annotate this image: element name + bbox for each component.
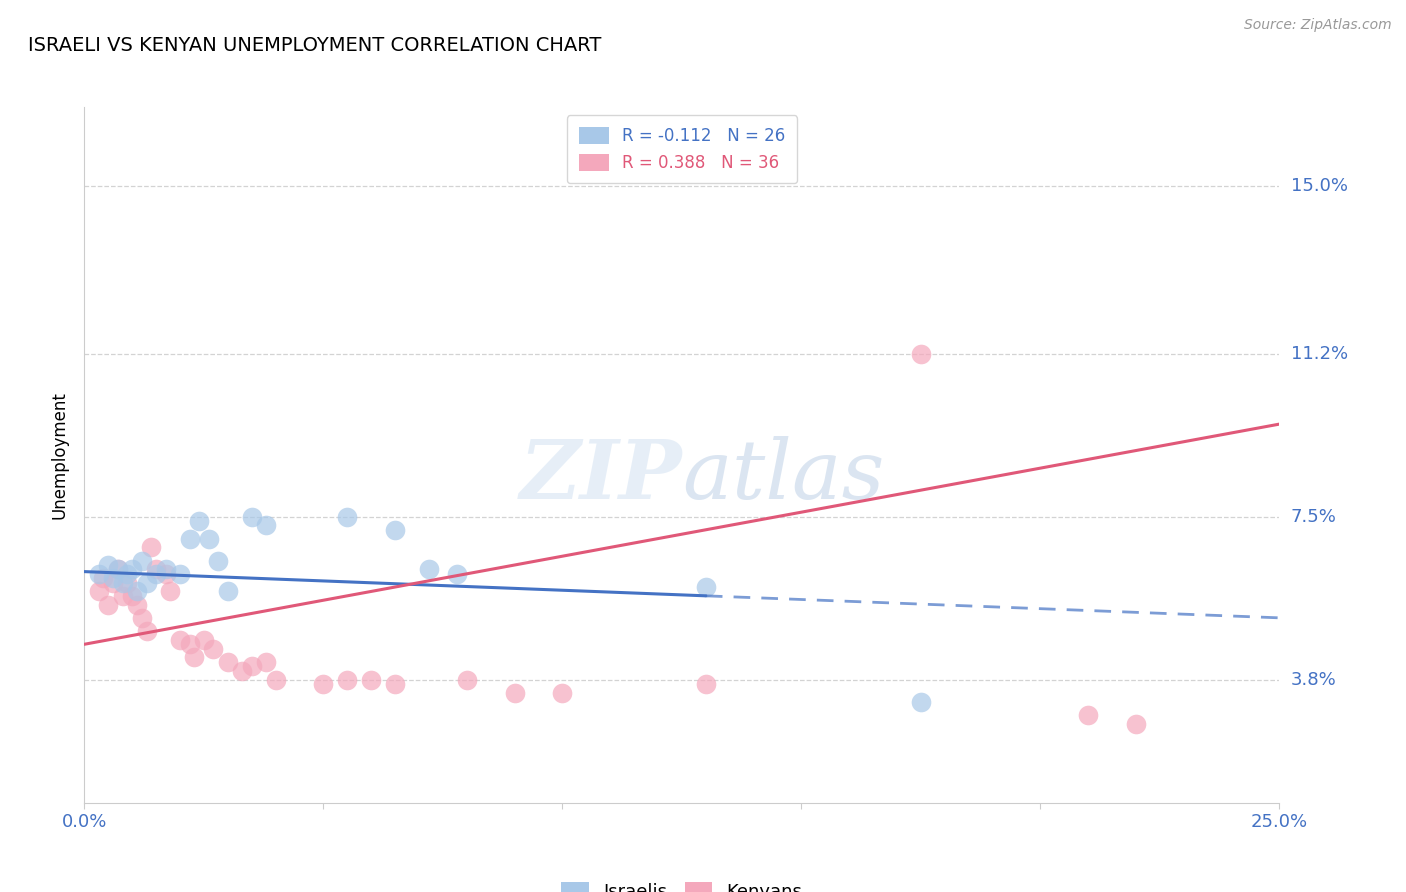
Point xyxy=(121,589,143,603)
Text: 7.5%: 7.5% xyxy=(1291,508,1337,525)
Point xyxy=(254,518,277,533)
Point xyxy=(207,553,229,567)
Legend: Israelis, Kenyans: Israelis, Kenyans xyxy=(554,874,810,892)
Point xyxy=(384,677,406,691)
Point xyxy=(87,566,110,581)
Text: 15.0%: 15.0% xyxy=(1291,178,1347,195)
Point xyxy=(1125,716,1147,731)
Point xyxy=(145,562,167,576)
Point xyxy=(107,562,129,576)
Text: 11.2%: 11.2% xyxy=(1291,344,1348,363)
Point xyxy=(456,673,478,687)
Point xyxy=(125,598,148,612)
Point xyxy=(360,673,382,687)
Point xyxy=(125,584,148,599)
Point xyxy=(384,523,406,537)
Point xyxy=(101,571,124,585)
Point xyxy=(254,655,277,669)
Point xyxy=(418,562,440,576)
Point xyxy=(217,655,239,669)
Point xyxy=(695,580,717,594)
Point xyxy=(217,584,239,599)
Point xyxy=(240,509,263,524)
Text: Source: ZipAtlas.com: Source: ZipAtlas.com xyxy=(1244,18,1392,32)
Point xyxy=(101,575,124,590)
Point xyxy=(155,562,177,576)
Point xyxy=(111,575,134,590)
Point xyxy=(202,641,225,656)
Point xyxy=(117,575,139,590)
Point xyxy=(446,566,468,581)
Point xyxy=(312,677,335,691)
Point xyxy=(179,532,201,546)
Point xyxy=(197,532,219,546)
Point xyxy=(135,624,157,638)
Point xyxy=(264,673,287,687)
Point xyxy=(87,584,110,599)
Point xyxy=(179,637,201,651)
Point xyxy=(503,686,526,700)
Text: atlas: atlas xyxy=(682,436,884,516)
Point xyxy=(131,611,153,625)
Point xyxy=(240,659,263,673)
Point xyxy=(97,558,120,572)
Point xyxy=(1077,707,1099,722)
Point xyxy=(93,571,115,585)
Point xyxy=(910,694,932,708)
Point xyxy=(188,514,211,528)
Text: 3.8%: 3.8% xyxy=(1291,671,1336,689)
Point xyxy=(131,553,153,567)
Point xyxy=(169,566,191,581)
Point xyxy=(117,566,139,581)
Point xyxy=(231,664,253,678)
Point xyxy=(193,632,215,647)
Point xyxy=(551,686,574,700)
Point xyxy=(336,673,359,687)
Point xyxy=(135,575,157,590)
Point xyxy=(169,632,191,647)
Point xyxy=(183,650,205,665)
Point xyxy=(336,509,359,524)
Point xyxy=(97,598,120,612)
Point xyxy=(159,584,181,599)
Point xyxy=(145,566,167,581)
Text: ZIP: ZIP xyxy=(519,436,682,516)
Point xyxy=(910,346,932,360)
Point xyxy=(141,541,163,555)
Point xyxy=(695,677,717,691)
Text: ISRAELI VS KENYAN UNEMPLOYMENT CORRELATION CHART: ISRAELI VS KENYAN UNEMPLOYMENT CORRELATI… xyxy=(28,36,602,54)
Point xyxy=(111,589,134,603)
Point xyxy=(155,566,177,581)
Point xyxy=(121,562,143,576)
Point xyxy=(107,562,129,576)
Y-axis label: Unemployment: Unemployment xyxy=(51,391,69,519)
